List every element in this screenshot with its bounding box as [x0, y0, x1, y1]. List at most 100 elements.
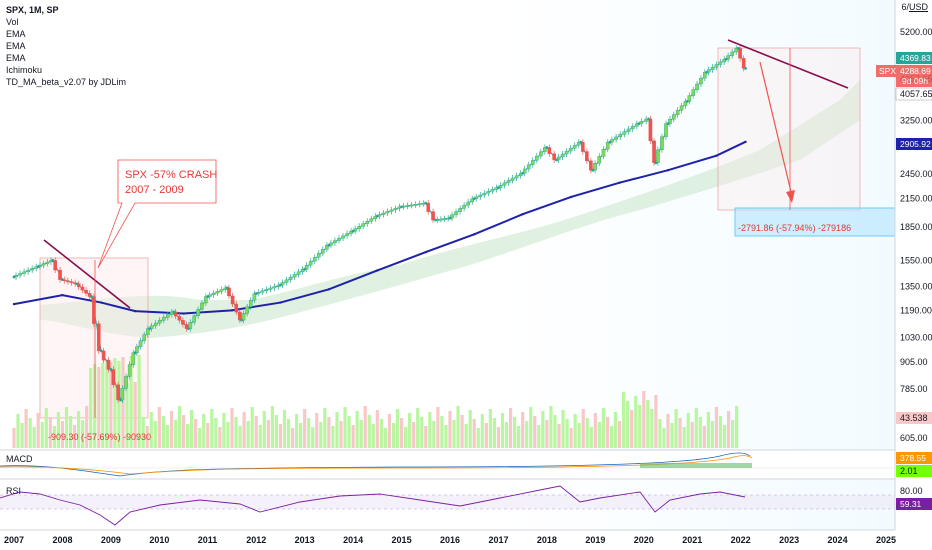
volume-bar [206, 423, 210, 448]
candle-body [184, 324, 189, 329]
candle-body [200, 302, 204, 310]
volume-bar [335, 412, 339, 448]
volume-bar [303, 409, 307, 448]
y-tick-label: 1550.00 [900, 255, 932, 265]
candle-body [560, 153, 565, 158]
candle-body [426, 202, 431, 212]
volume-bar [214, 418, 218, 448]
x-tick-label: 2016 [440, 535, 460, 545]
legend-item[interactable]: EMA [6, 29, 26, 39]
legend-item[interactable]: EMA [6, 41, 26, 51]
volume-bar [403, 427, 408, 448]
x-tick-label: 2023 [779, 535, 799, 545]
y-tick-label: 605.00 [900, 433, 928, 443]
currency-selector[interactable]: 6/USD [901, 2, 928, 12]
candle-body [30, 268, 34, 271]
volume-bar [726, 411, 731, 448]
candle-body [381, 212, 386, 215]
candle-body [369, 218, 374, 222]
volume-bar [242, 412, 246, 448]
x-tick-label: 2021 [682, 535, 702, 545]
legend-item[interactable]: EMA [6, 53, 26, 63]
candle-body [656, 149, 660, 164]
candle-body [738, 48, 742, 59]
candle-body [556, 156, 561, 161]
candle-body [618, 134, 623, 138]
volume-bar [670, 423, 674, 448]
volume-bar [589, 427, 593, 448]
legend-item[interactable]: Ichimoku [6, 65, 43, 75]
volume-bar [363, 406, 367, 448]
volume-bar [654, 395, 658, 448]
candle-body [683, 101, 688, 107]
data-point-spx [90, 295, 93, 298]
volume-bar [375, 410, 379, 448]
volume-bar [460, 415, 464, 448]
volume-bar [500, 413, 505, 448]
x-tick-label: 2009 [101, 535, 121, 545]
volume-bar [476, 428, 480, 448]
volume-bar [420, 417, 424, 448]
candle-body [691, 89, 695, 96]
candle-body [576, 142, 581, 146]
x-tick-label: 2012 [246, 535, 266, 545]
candle-body [161, 317, 166, 321]
macd-pane-label[interactable]: MACD [6, 454, 33, 464]
volume-bar [72, 425, 77, 448]
candle-body [679, 105, 684, 111]
candle-body [308, 260, 313, 266]
candle-body [675, 110, 680, 115]
candle-body [58, 269, 62, 280]
candle-body [204, 296, 208, 304]
volume-bar [129, 356, 133, 448]
volume-bar [254, 416, 258, 448]
data-point-spx [375, 214, 379, 218]
candle-body [622, 131, 627, 135]
candle-body [644, 118, 648, 122]
badge-rsi: 59.31 [896, 498, 932, 510]
volume-bar [294, 414, 299, 448]
volume-bar [40, 422, 44, 448]
volume-bar [290, 428, 295, 448]
volume-bar [585, 418, 589, 448]
volume-bar [319, 422, 323, 448]
volume-bar [355, 411, 359, 448]
crash-callout-title: SPX -57% CRASH [125, 169, 217, 181]
candle-body [245, 306, 249, 314]
badge-top-green: 4369.83 [896, 52, 932, 64]
data-point-spx [206, 295, 210, 298]
candle-body [124, 376, 128, 389]
svg-text:4288.69: 4288.69 [900, 66, 931, 76]
volume-bar [496, 427, 501, 448]
rsi-line [0, 485, 746, 526]
volume-bar [630, 410, 634, 448]
volume-bar [391, 423, 396, 448]
volume-bar [153, 421, 157, 448]
volume-bar [702, 426, 706, 448]
svg-text:2905.92: 2905.92 [900, 139, 931, 149]
volume-bar [512, 417, 517, 448]
data-point-spx [400, 205, 403, 209]
legend-item[interactable]: Vol [6, 17, 19, 27]
volume-bar [270, 406, 274, 448]
volume-bar [28, 418, 32, 448]
legend-item[interactable]: TD_MA_beta_v2.07 by JDLim [6, 77, 127, 87]
rsi-pane-label[interactable]: RSI [6, 486, 22, 496]
volume-bar [412, 422, 416, 448]
badge-ema-blue: 2905.92 [896, 138, 932, 150]
candle-body [149, 325, 154, 329]
svg-text:59.31: 59.31 [900, 499, 922, 509]
candle-body [230, 295, 235, 305]
volume-bar [686, 413, 690, 448]
candle-body [597, 156, 602, 164]
candle-body [337, 238, 341, 241]
volume-bar [133, 382, 137, 448]
crash-callout [97, 159, 217, 269]
volume-bar [601, 408, 606, 448]
x-tick-label: 2019 [585, 535, 605, 545]
corner-text: 6/ [901, 2, 909, 12]
data-point-ema [327, 288, 331, 291]
data-point-ema [182, 312, 185, 315]
data-point-spx [472, 197, 476, 201]
candle-body [462, 204, 466, 209]
